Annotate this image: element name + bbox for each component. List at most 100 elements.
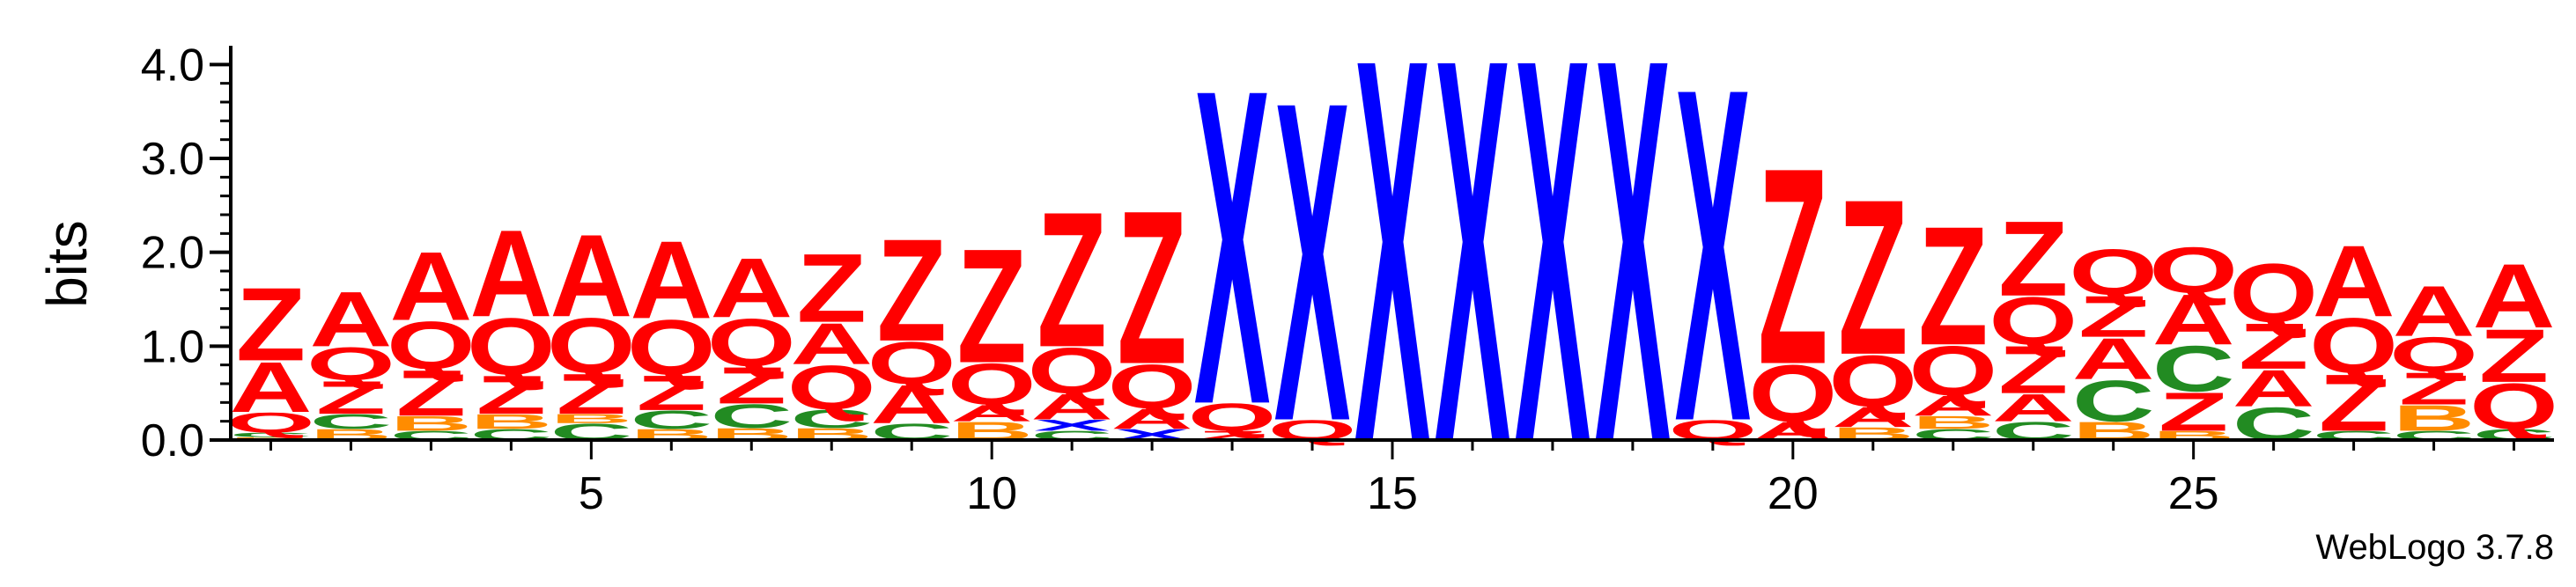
logo-letter-stacks: BCQAZBCZQACBZQACBZQACBZQABCZQABCZQABCQAZ…	[226, 0, 2558, 557]
logo-letter-a: A	[710, 241, 793, 335]
logo-letter-x: X	[1435, 0, 1511, 557]
logo-letter-z: Z	[2479, 314, 2549, 399]
logo-letter-q: Q	[2389, 327, 2478, 382]
logo-letter-c: C	[310, 410, 393, 433]
logo-letter-x: X	[1194, 0, 1271, 499]
logo-letter-z: Z	[1037, 172, 1107, 388]
logo-letter-q: Q	[2309, 301, 2398, 389]
logo-letter-b: B	[2393, 398, 2476, 438]
logo-letter-z: Z	[396, 357, 466, 430]
logo-letter-a: A	[2233, 360, 2315, 418]
x-tick-label: 5	[579, 468, 604, 519]
logo-letter-a: A	[2152, 279, 2235, 359]
logo-letter-z: Z	[1117, 165, 1186, 410]
logo-letter-b: B	[470, 410, 553, 433]
logo-letter-b: B	[390, 412, 473, 435]
y-axis-label: bits	[35, 220, 99, 308]
logo-letter-q: Q	[2229, 246, 2318, 340]
logo-letter-z: Z	[2159, 381, 2228, 443]
logo-letter-q: Q	[1828, 341, 1917, 422]
logo-letter-z: Z	[877, 209, 947, 372]
logo-letter-x: X	[1354, 0, 1431, 557]
logo-letter-z: Z	[1918, 190, 1988, 380]
logo-letter-a: A	[2393, 271, 2476, 351]
logo-letter-q: Q	[867, 329, 956, 396]
logo-letter-a: A	[2473, 245, 2556, 347]
logo-letter-q: Q	[1028, 334, 1117, 407]
logo-letter-q: Q	[2069, 236, 2158, 309]
logo-letter-b: B	[1912, 412, 1995, 432]
logo-letter-q: Q	[2149, 234, 2238, 307]
logo-letter-a: A	[1912, 390, 1995, 422]
logo-letter-x: X	[1274, 8, 1351, 517]
x-tick-label: 15	[1367, 468, 1418, 519]
x-tick-label: 20	[1768, 468, 1819, 519]
logo-letter-z: Z	[2078, 284, 2148, 349]
logo-letter-z: Z	[717, 357, 786, 415]
logo-letter-a: A	[950, 400, 1033, 426]
logo-letter-a: A	[390, 231, 473, 341]
y-tick-label: 4.0	[141, 40, 204, 91]
logo-letter-q: Q	[306, 338, 395, 391]
logo-letter-q: Q	[1108, 352, 1197, 422]
logo-letter-z: Z	[1838, 155, 1908, 401]
logo-letter-q: Q	[1989, 282, 2078, 359]
y-tick-label: 0.0	[141, 415, 204, 466]
logo-letter-c: C	[630, 405, 712, 434]
logo-letter-z: Z	[476, 364, 546, 426]
logo-letter-q: Q	[627, 304, 716, 392]
logo-letter-q: Q	[948, 351, 1037, 416]
logo-letter-a: A	[230, 347, 313, 427]
logo-letter-z: Z	[1998, 332, 2068, 408]
logo-letter-z: Z	[1998, 199, 2068, 319]
logo-letter-a: A	[1030, 386, 1113, 427]
logo-letter-q: Q	[467, 301, 556, 392]
logo-letter-a: A	[310, 275, 393, 363]
logo-letter-x: X	[1675, 0, 1752, 521]
logo-letter-c: C	[2072, 369, 2155, 434]
logo-letter-b: B	[550, 411, 632, 426]
logo-letter-z: Z	[957, 215, 1027, 397]
x-tick-label: 25	[2168, 468, 2219, 519]
logo-letter-z: Z	[2399, 363, 2469, 415]
logo-letter-q: Q	[1748, 348, 1837, 438]
logo-letter-z: Z	[316, 371, 386, 424]
logo-letter-q: Q	[1188, 395, 1277, 439]
logo-letter-q: Q	[707, 305, 796, 381]
logo-letter-a: A	[1832, 401, 1915, 434]
logo-letter-a: A	[870, 374, 953, 436]
logo-letter-q: Q	[387, 307, 476, 384]
logo-letter-z: Z	[557, 362, 626, 426]
logo-letter-a: A	[2313, 225, 2395, 339]
y-tick-group: 0.0 1.0 2.0 3.0 4.0	[141, 40, 231, 466]
logo-letter-c: C	[230, 431, 313, 438]
logo-letter-x: X	[1034, 416, 1111, 434]
logo-letter-a: A	[1111, 403, 1193, 436]
logo-letter-z: Z	[797, 233, 867, 342]
logo-letter-x: X	[1515, 0, 1591, 557]
logo-letter-c: C	[2152, 333, 2235, 406]
logo-letter-c: C	[710, 398, 793, 436]
logo-letter-z: Z	[236, 267, 306, 383]
x-tick-group: 5 10 15 20 25	[269, 440, 2516, 519]
logo-letter-a: A	[630, 218, 712, 342]
logo-letter-a: A	[470, 203, 553, 342]
y-tick-label: 1.0	[141, 321, 204, 372]
logo-letter-q: Q	[1908, 331, 1997, 410]
weblogo-footer: WebLogo 3.7.8	[2315, 528, 2554, 567]
logo-letter-z: Z	[2319, 357, 2388, 448]
logo-letter-z: Z	[637, 365, 706, 421]
logo-letter-a: A	[790, 311, 873, 376]
logo-letter-q: Q	[226, 407, 315, 439]
logo-letter-a: A	[2072, 327, 2155, 392]
x-tick-label: 10	[966, 468, 1017, 519]
logo-letter-c: C	[790, 404, 873, 433]
logo-letter-a: A	[1992, 385, 2075, 429]
logo-letter-z: Z	[1758, 109, 1827, 422]
logo-letter-q: Q	[547, 301, 636, 389]
logo-letter-z: Z	[2239, 310, 2308, 383]
logo-letter-a: A	[550, 210, 632, 341]
y-tick-label: 3.0	[141, 134, 204, 185]
logo-letter-q: Q	[2469, 371, 2558, 444]
